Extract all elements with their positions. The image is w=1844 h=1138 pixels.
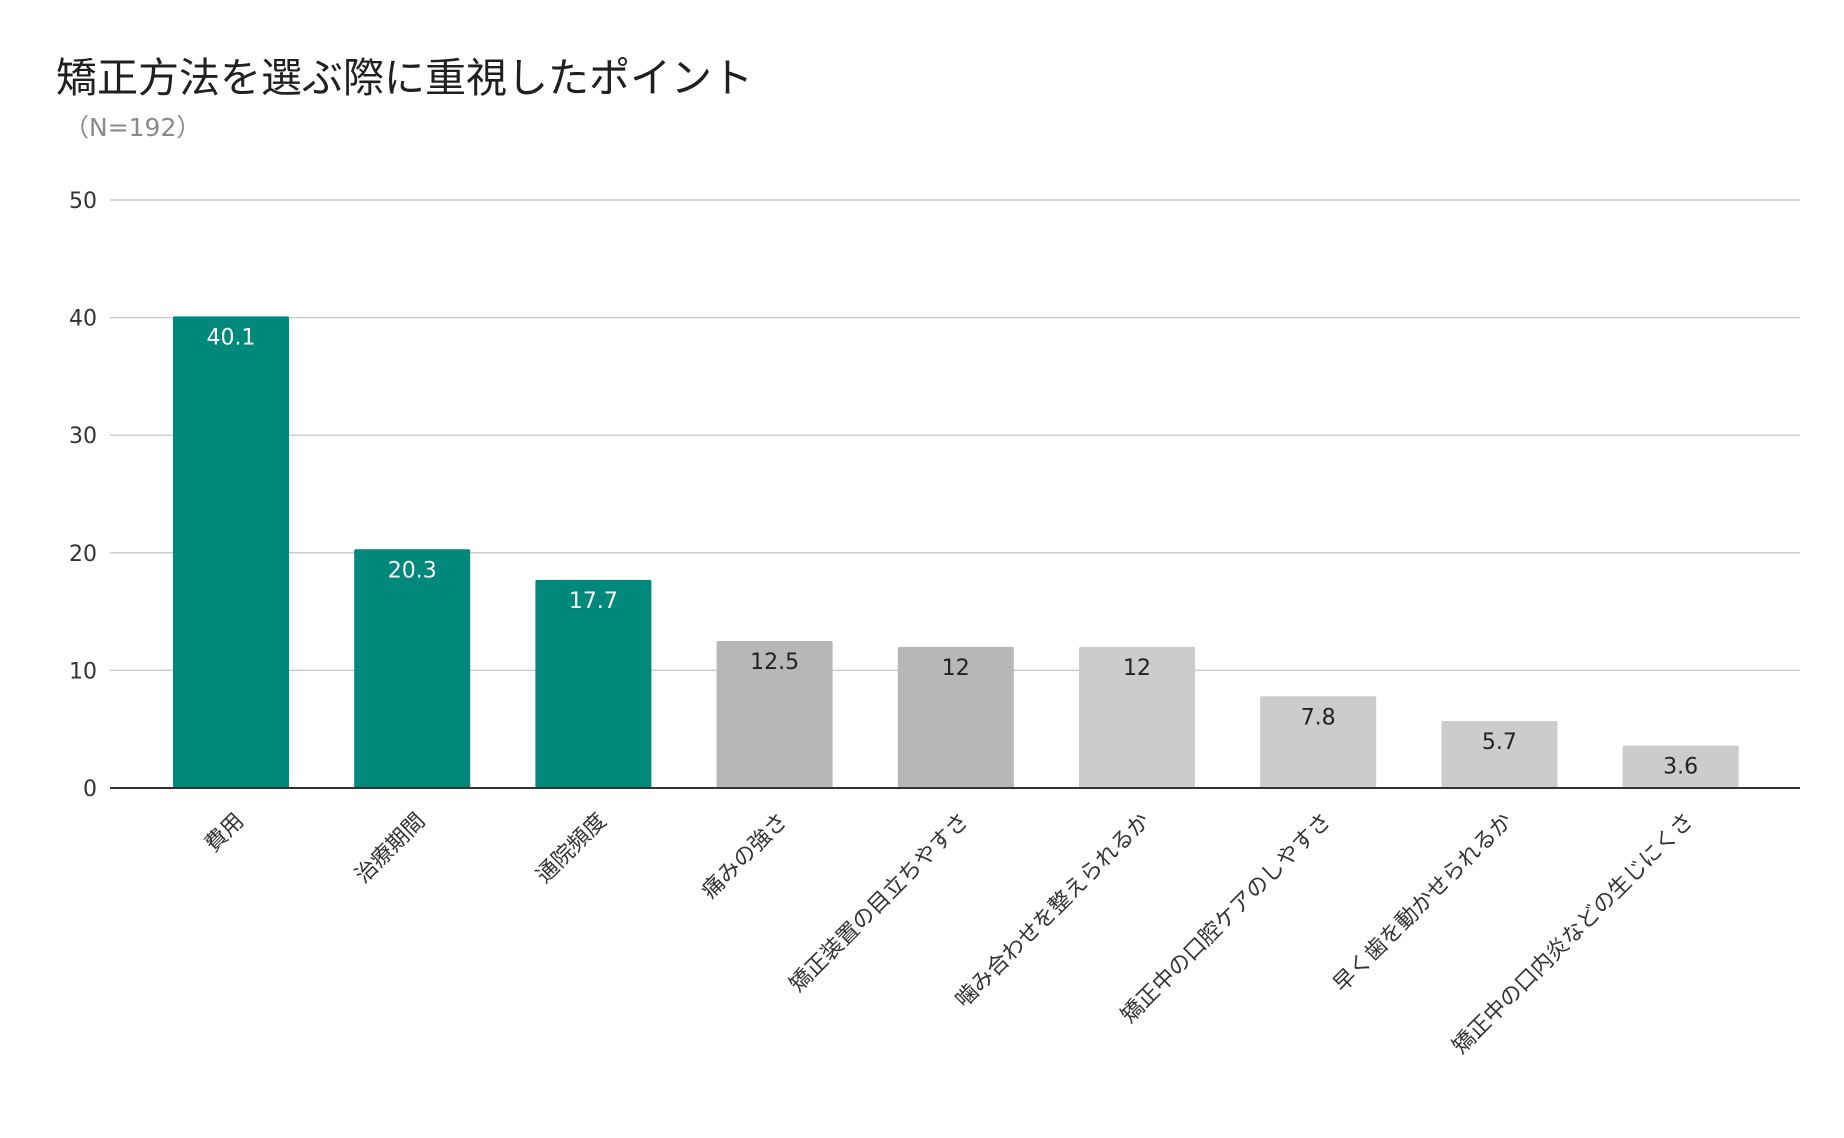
chart-title: 矯正方法を選ぶ際に重視したポイント bbox=[56, 54, 753, 102]
data-label: 12 bbox=[1123, 656, 1151, 681]
x-tick-label: 矯正中の口腔ケアのしやすさ bbox=[1117, 809, 1337, 1029]
y-tick-label: 20 bbox=[69, 542, 97, 567]
data-label: 17.7 bbox=[569, 589, 618, 614]
data-label: 12.5 bbox=[750, 650, 799, 675]
bar bbox=[1260, 696, 1377, 788]
data-label: 12 bbox=[942, 656, 970, 681]
x-tick-label: 早く歯を動かせられるか bbox=[1329, 809, 1518, 998]
y-tick-label: 50 bbox=[69, 189, 97, 214]
data-label: 7.8 bbox=[1301, 705, 1336, 730]
data-label: 40.1 bbox=[207, 325, 256, 350]
data-label: 3.6 bbox=[1663, 755, 1698, 780]
x-tick-label: 痛みの強さ bbox=[697, 809, 792, 904]
bar bbox=[897, 646, 1014, 788]
y-tick-label: 40 bbox=[69, 307, 97, 332]
data-label: 5.7 bbox=[1482, 730, 1517, 755]
bars bbox=[173, 316, 1739, 788]
bar bbox=[716, 641, 833, 788]
bar bbox=[535, 579, 652, 788]
bar bbox=[1622, 745, 1739, 788]
y-tick-label: 30 bbox=[69, 424, 97, 449]
bar bbox=[354, 549, 471, 788]
x-tick-label: 治療期間 bbox=[351, 809, 431, 889]
y-tick-label: 10 bbox=[69, 659, 97, 684]
x-tick-labels: 費用 治療期間 通院頻度 痛みの強さ矯正装置の目立ちやすさ噛み合わせを整えられるか矯正… bbox=[200, 809, 1698, 1060]
bar bbox=[173, 316, 289, 788]
bar bbox=[1441, 720, 1558, 788]
chart-subtitle: （N=192） bbox=[64, 113, 202, 142]
x-tick-label: 矯正装置の目立ちやすさ bbox=[785, 809, 974, 998]
x-tick-label: 費用 bbox=[200, 809, 249, 858]
data-label: 20.3 bbox=[388, 558, 437, 583]
data-labels: 40.1 20.3 17.7 12.5 12 12 7.8 5.7 3.6 bbox=[207, 325, 1699, 779]
x-tick-label: 通院頻度 bbox=[532, 809, 612, 889]
y-tick-label: 0 bbox=[83, 777, 97, 802]
bar bbox=[1079, 646, 1195, 788]
y-tick-labels: 0 10 20 30 40 50 bbox=[69, 189, 97, 802]
x-tick-label: 噛み合わせを整えられるか bbox=[951, 809, 1155, 1013]
